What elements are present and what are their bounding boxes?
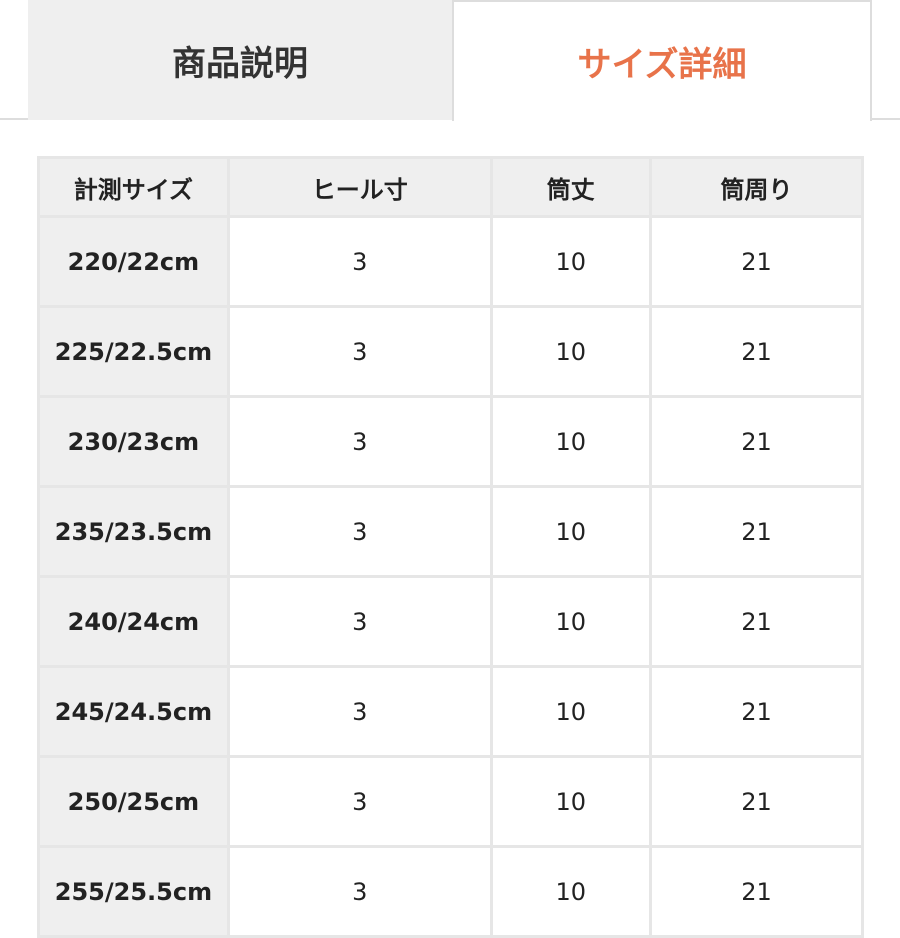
shaft-circumference-cell: 21: [648, 305, 865, 398]
size-cell: 245/24.5cm: [37, 665, 230, 758]
shaft-height-cell: 10: [489, 575, 652, 668]
heel-cell: 3: [226, 305, 493, 398]
heel-cell: 3: [226, 665, 493, 758]
header-shaft-height: 筒丈: [489, 156, 652, 218]
header-heel-height: ヒール寸: [226, 156, 493, 218]
shaft-circumference-cell: 21: [648, 845, 865, 938]
tab-product-description[interactable]: 商品説明: [28, 0, 452, 120]
heel-cell: 3: [226, 575, 493, 668]
table-row: 230/23cm 3 10 21: [37, 395, 865, 488]
size-cell: 225/22.5cm: [37, 305, 230, 398]
heel-cell: 3: [226, 215, 493, 308]
shaft-circumference-cell: 21: [648, 395, 865, 488]
size-table: 計測サイズ ヒール寸 筒丈 筒周り 220/22cm 3 10 21 225/22.5c…: [37, 156, 865, 938]
shaft-height-cell: 10: [489, 845, 652, 938]
shaft-circumference-cell: 21: [648, 215, 865, 308]
tab-size-details[interactable]: サイズ詳細: [452, 0, 872, 121]
shaft-height-cell: 10: [489, 215, 652, 308]
shaft-circumference-cell: 21: [648, 485, 865, 578]
table-header-row: 計測サイズ ヒール寸 筒丈 筒周り: [37, 156, 865, 218]
table-row: 245/24.5cm 3 10 21: [37, 665, 865, 758]
heel-cell: 3: [226, 755, 493, 848]
size-cell: 240/24cm: [37, 575, 230, 668]
table-row: 220/22cm 3 10 21: [37, 215, 865, 308]
table-row: 255/25.5cm 3 10 21: [37, 845, 865, 938]
shaft-height-cell: 10: [489, 755, 652, 848]
shaft-height-cell: 10: [489, 395, 652, 488]
size-cell: 230/23cm: [37, 395, 230, 488]
heel-cell: 3: [226, 485, 493, 578]
table-row: 225/22.5cm 3 10 21: [37, 305, 865, 398]
size-cell: 220/22cm: [37, 215, 230, 308]
shaft-height-cell: 10: [489, 665, 652, 758]
table-row: 250/25cm 3 10 21: [37, 755, 865, 848]
size-cell: 250/25cm: [37, 755, 230, 848]
shaft-circumference-cell: 21: [648, 755, 865, 848]
shaft-height-cell: 10: [489, 485, 652, 578]
size-cell: 255/25.5cm: [37, 845, 230, 938]
table-row: 240/24cm 3 10 21: [37, 575, 865, 668]
table-row: 235/23.5cm 3 10 21: [37, 485, 865, 578]
shaft-circumference-cell: 21: [648, 575, 865, 668]
shaft-height-cell: 10: [489, 305, 652, 398]
size-cell: 235/23.5cm: [37, 485, 230, 578]
header-shaft-circumference: 筒周り: [648, 156, 865, 218]
heel-cell: 3: [226, 845, 493, 938]
header-measured-size: 計測サイズ: [37, 156, 230, 218]
shaft-circumference-cell: 21: [648, 665, 865, 758]
heel-cell: 3: [226, 395, 493, 488]
